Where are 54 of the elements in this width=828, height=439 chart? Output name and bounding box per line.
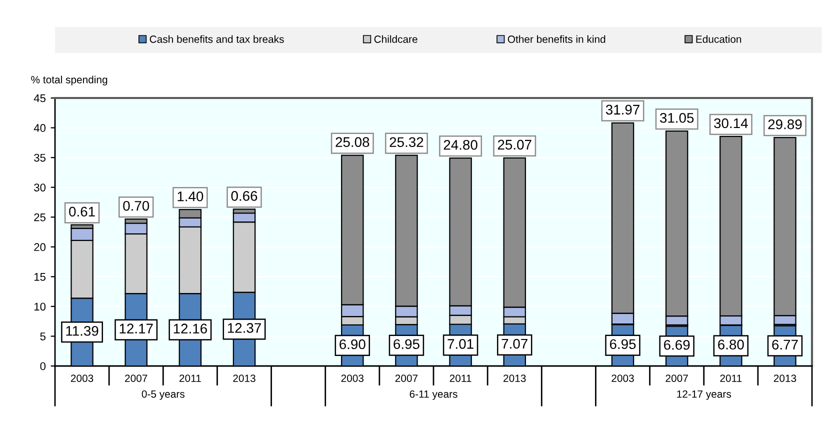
x-tick-label: 2003 xyxy=(341,374,364,382)
data-label: 0.61 xyxy=(69,206,95,217)
x-tick-label: 2007 xyxy=(125,374,148,382)
data-label: 0.70 xyxy=(123,200,150,211)
data-label: 7.01 xyxy=(448,339,474,349)
x-tick-label: 2007 xyxy=(666,374,688,382)
x-tick-label: 2013 xyxy=(233,374,256,382)
data-label: 25.08 xyxy=(336,137,370,147)
text: 12-17 years xyxy=(677,390,731,400)
data-label: 29.89 xyxy=(768,119,802,130)
y-tick-label: 5 xyxy=(40,332,46,340)
x-tick-label: 2011 xyxy=(720,374,742,382)
legend-label: Childcare xyxy=(374,35,418,43)
y-tick-label: 15 xyxy=(34,273,46,281)
x-tick-label: 2007 xyxy=(395,374,418,382)
data-label: 6.80 xyxy=(718,340,744,350)
y-tick-label: 35 xyxy=(34,154,46,162)
text: 0-5 years xyxy=(142,390,184,400)
data-label: 6.95 xyxy=(610,339,636,350)
data-label: 6.77 xyxy=(772,340,798,350)
data-label: 6.90 xyxy=(340,339,366,350)
x-tick-label: 2013 xyxy=(504,374,526,382)
x-tick-label: 2003 xyxy=(70,374,94,382)
y-tick-label: 25 xyxy=(34,213,46,222)
y-tick-label: 0 xyxy=(40,362,46,370)
data-label: 12.17 xyxy=(120,324,153,334)
data-label: 12.37 xyxy=(228,323,261,333)
data-label: 1.40 xyxy=(178,191,204,202)
data-label: 6.69 xyxy=(664,340,690,350)
x-tick-label: 2003 xyxy=(612,374,634,382)
legend-label: Other benefits in kind xyxy=(508,35,606,43)
text: 6-11 years xyxy=(410,390,458,400)
y-tick-label: 45 xyxy=(34,94,46,102)
y-tick-label: 10 xyxy=(34,302,46,311)
x-tick-label: 2013 xyxy=(774,374,796,382)
data-label: 11.39 xyxy=(66,326,98,336)
data-label: 25.07 xyxy=(498,140,532,150)
legend-label: Cash benefits and tax breaks xyxy=(150,35,284,43)
data-label: 12.16 xyxy=(174,324,207,334)
y-axis-title: % total spending xyxy=(31,76,108,86)
data-label: 24.80 xyxy=(444,140,478,150)
data-label: 31.05 xyxy=(660,112,694,123)
data-label: 0.66 xyxy=(231,191,258,201)
y-tick-label: 40 xyxy=(34,124,46,132)
y-tick-label: 20 xyxy=(34,243,46,252)
y-tick-label: 30 xyxy=(34,184,46,192)
legend-label: Education xyxy=(696,35,742,43)
data-label: 7.07 xyxy=(502,338,528,349)
data-label: 31.97 xyxy=(606,104,640,115)
x-tick-label: 2011 xyxy=(180,374,201,382)
data-label: 25.32 xyxy=(390,137,424,148)
data-label: 6.95 xyxy=(394,339,420,350)
data-label: 30.14 xyxy=(714,118,748,128)
x-tick-label: 2011 xyxy=(450,374,472,382)
